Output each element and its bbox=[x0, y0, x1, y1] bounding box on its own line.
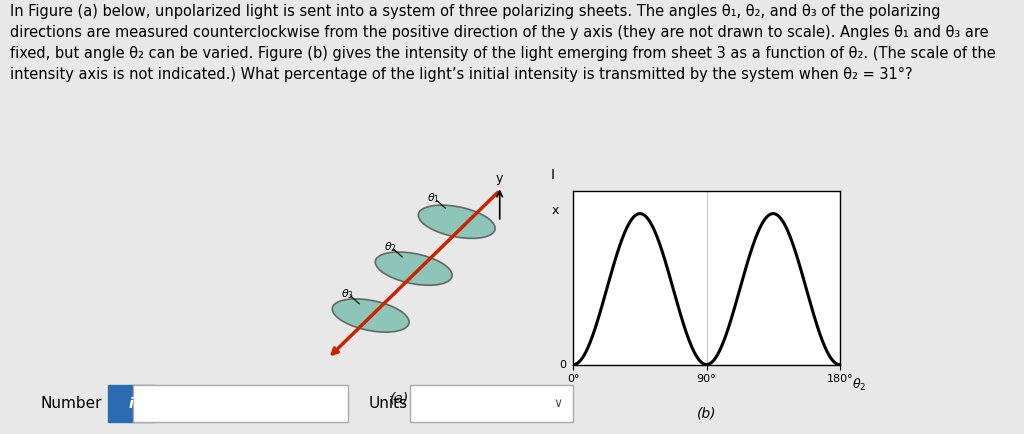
Text: 0: 0 bbox=[559, 359, 566, 370]
Text: Number: Number bbox=[41, 396, 102, 411]
Text: $\theta_3$: $\theta_3$ bbox=[341, 287, 354, 301]
Text: Units: Units bbox=[369, 396, 408, 411]
Text: In Figure (a) below, unpolarized light is sent into a system of three polarizing: In Figure (a) below, unpolarized light i… bbox=[10, 4, 996, 82]
Text: i: i bbox=[128, 397, 133, 411]
Ellipse shape bbox=[375, 252, 453, 285]
Text: $\theta_2$: $\theta_2$ bbox=[852, 377, 865, 393]
Text: $\theta_2$: $\theta_2$ bbox=[384, 240, 397, 254]
Text: ∨: ∨ bbox=[554, 397, 562, 410]
Text: $\theta_1$: $\theta_1$ bbox=[427, 191, 440, 205]
Text: (a): (a) bbox=[390, 391, 409, 406]
Ellipse shape bbox=[418, 205, 496, 238]
FancyBboxPatch shape bbox=[133, 385, 348, 422]
Ellipse shape bbox=[332, 299, 410, 332]
FancyBboxPatch shape bbox=[410, 385, 573, 422]
Text: x: x bbox=[551, 204, 559, 217]
Text: (b): (b) bbox=[696, 407, 717, 421]
FancyBboxPatch shape bbox=[108, 385, 154, 422]
Text: y: y bbox=[496, 172, 504, 185]
Y-axis label: I: I bbox=[550, 168, 554, 182]
